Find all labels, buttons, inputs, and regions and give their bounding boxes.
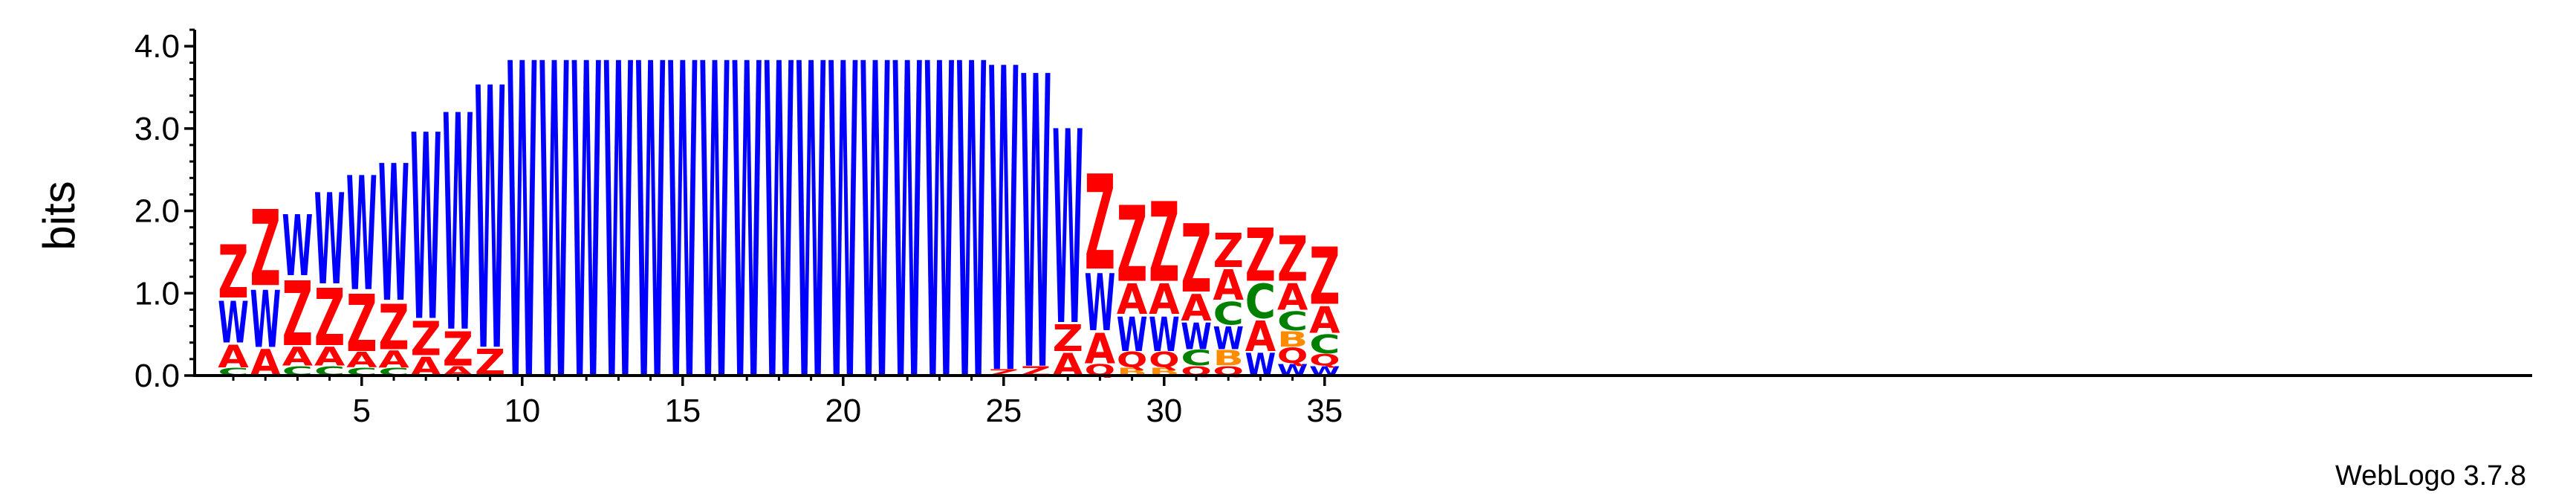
logo-glyph-q: Q [1149, 349, 1179, 373]
logo-glyph-w: W [892, 0, 922, 478]
logo-glyph-w: W [956, 0, 987, 478]
logo-glyph-w: W [539, 0, 569, 478]
logo-glyph-w: W [314, 167, 345, 313]
logo-glyph-z: Z [346, 278, 377, 370]
x-tick-label: 35 [1306, 393, 1343, 429]
y-axis-label: bits [34, 181, 84, 250]
logo-glyph-w: W [988, 0, 1019, 468]
logo-glyph-z: Z [1213, 224, 1243, 278]
logo-glyph-a: A [1149, 275, 1180, 323]
logo-glyph-a: A [1309, 300, 1340, 342]
logo-glyph-w: W [250, 274, 280, 366]
logo-glyph-w: W [699, 0, 730, 478]
x-tick-label: 10 [504, 393, 540, 429]
weblogo-credit: WebLogo 3.7.8 [2335, 460, 2526, 492]
y-tick-label: 3.0 [134, 111, 180, 147]
logo-glyph-w: W [507, 0, 537, 478]
logo-glyph-b: B [1277, 328, 1308, 352]
logo-glyph-w: W [603, 0, 634, 478]
logo-glyph-w: W [346, 144, 377, 326]
logo-glyph-w: W [1213, 321, 1243, 358]
logo-glyph-w: W [218, 291, 248, 357]
logo-glyph-a: A [218, 339, 249, 376]
x-tick-label: 20 [825, 393, 861, 429]
x-tick-label: 5 [353, 393, 371, 429]
logo-glyph-c: C [1309, 329, 1340, 360]
logo-glyph-z: Z [410, 312, 441, 367]
logo-glyph-c: C [1245, 275, 1276, 330]
x-ticks: 5 10 15 20 25 30 35 [232, 376, 1343, 429]
logo-glyph-c: C [1181, 347, 1211, 371]
y-tick-label: 0.0 [134, 358, 180, 394]
logo-glyph-w: W [764, 0, 794, 478]
logo-glyph-w: W [475, 13, 505, 432]
logo-glyph-z: Z [250, 190, 280, 310]
logo-glyph-z: Z [218, 229, 248, 315]
logo-glyph-a: A [314, 341, 345, 372]
logo-glyph-q: Q [1309, 351, 1340, 370]
logo-glyph-a: A [1213, 261, 1244, 309]
logo-glyph-w: W [796, 0, 826, 478]
y-tick-label: 1.0 [134, 275, 180, 312]
logo-glyph-z: Z [1085, 147, 1115, 299]
logo-glyph-a: A [378, 347, 409, 373]
logo-glyph-w: W [282, 197, 313, 294]
logo-glyph-w: W [1052, 75, 1083, 384]
logo-glyph-z: Z [443, 323, 473, 377]
axes [193, 30, 2532, 377]
logo-glyph-z: Z [1052, 318, 1083, 360]
logo-glyph-z: Z [378, 291, 409, 364]
y-ticks: 0.0 1.0 2.0 3.0 4.0 [134, 28, 195, 394]
logo-glyph-a: A [1277, 277, 1308, 319]
logo-glyph-w: W [378, 126, 409, 345]
logo-glyph-w: W [1181, 316, 1211, 358]
logo-glyph-q: Q [1117, 349, 1147, 373]
logo-glyph-a: A [1117, 275, 1148, 323]
logo-glyph-z: Z [314, 272, 345, 364]
logo-glyph-z: Z [1245, 213, 1276, 298]
logo-glyph-q: Q [1277, 344, 1308, 368]
logo-glyph-a: A [282, 341, 313, 372]
logo-glyph-w: W [1020, 0, 1051, 461]
logo-glyph-w: W [731, 0, 762, 478]
logo-glyph-w: W [571, 0, 601, 478]
logo-glyph-z: Z [1181, 205, 1211, 315]
logo-glyph-a: A [1085, 324, 1116, 373]
logo-glyph-w: W [924, 0, 955, 478]
logo-glyph-z: Z [1277, 222, 1308, 295]
logo-glyph-w: W [828, 0, 858, 478]
logo-glyph-z: Z [1117, 185, 1147, 306]
x-tick-label: 15 [664, 393, 701, 429]
logo-glyph-w: W [1149, 309, 1179, 363]
logo-glyph-c: C [1213, 296, 1243, 332]
y-tick-label: 4.0 [134, 28, 180, 65]
y-tick-label: 2.0 [134, 193, 180, 230]
logo-glyph-w: W [667, 0, 698, 478]
logo-glyph-w: W [1117, 309, 1147, 363]
logo-glyph-z: Z [282, 263, 313, 367]
logo-glyph-b: B [1213, 347, 1243, 370]
logo-glyph-z: Z [1309, 231, 1340, 323]
logo-glyph-a: A [1245, 312, 1276, 361]
logo-glyph-w: W [1085, 258, 1115, 350]
logo-glyph-w: W [443, 54, 473, 399]
logo-glyph-z: Z [1149, 180, 1179, 307]
logo-glyph-a: A [1181, 287, 1212, 329]
logo-glyph-w: W [410, 80, 441, 379]
logo-glyph-w: W [635, 0, 666, 478]
logo-glyph-w: W [860, 0, 890, 478]
logo-glyph-a: A [346, 348, 377, 373]
x-tick-label: 30 [1146, 393, 1182, 429]
logo-glyph-c: C [1277, 306, 1308, 337]
x-tick-label: 25 [985, 393, 1022, 429]
